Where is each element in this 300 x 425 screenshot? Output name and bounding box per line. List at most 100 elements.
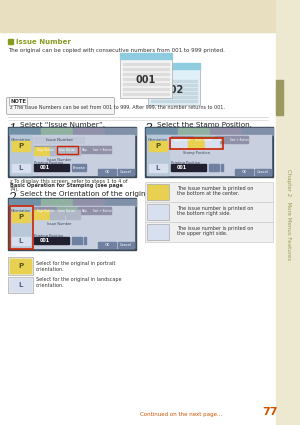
Text: Printing Position: Printing Position [34,234,63,238]
Text: Skip: Skip [82,209,88,212]
Text: Select the Orientation of the original.: Select the Orientation of the original. [20,191,154,197]
Text: 001: 001 [136,75,156,85]
Bar [34,164,69,171]
Text: The issue number is printed on
the bottom right side.: The issue number is printed on the botto… [177,206,254,216]
Text: P: P [155,143,160,149]
Bar [98,169,116,175]
Text: L: L [18,282,23,288]
Bar [10,206,32,248]
Text: Orientation: Orientation [148,138,168,142]
Text: Issue Button: Issue Button [58,209,76,212]
Bar [10,279,31,291]
Bar [123,63,169,65]
Bar [93,207,111,214]
Bar [66,210,80,219]
Text: Page Button: Page Button [37,209,53,212]
Bar [147,135,169,175]
Bar [72,164,86,171]
Bar [215,136,229,143]
Bar [235,169,253,175]
Text: Browse: Browse [73,165,85,170]
Text: Sort + Button: Sort + Button [230,138,248,142]
Bar [147,135,271,175]
Text: The original can be copied with consecutive numbers from 001 to 999 printed.: The original can be copied with consecut… [8,48,225,53]
Bar [8,257,33,275]
Bar [194,136,214,143]
Text: 001: 001 [177,165,187,170]
Bar [8,198,136,250]
Bar [276,0,300,425]
Bar [12,237,30,245]
Bar [123,88,169,90]
Bar [0,0,300,32]
Bar [147,204,169,220]
Bar [40,198,71,206]
Bar [171,139,189,148]
Bar [123,73,169,75]
Bar [149,141,167,151]
Text: Printing Position: Printing Position [171,161,200,165]
Bar [57,146,77,153]
Bar [12,164,30,172]
Bar [34,220,84,226]
Text: Cancel: Cancel [120,243,132,247]
Bar [148,63,200,69]
Bar [171,136,193,143]
Text: 2: 2 [8,192,16,205]
Bar [146,128,176,134]
Bar [8,39,13,44]
Bar [205,139,219,148]
Text: z To display this screen, refer to steps 1 to 4 of: z To display this screen, refer to steps… [10,179,128,184]
FancyBboxPatch shape [10,97,28,105]
Text: 001: 001 [40,238,50,243]
Text: Chapter 2   More Menus Features: Chapter 2 More Menus Features [286,170,290,261]
Text: 1: 1 [8,123,16,136]
Bar [149,164,167,172]
Text: Select for the original in landscape
orientation.: Select for the original in landscape ori… [36,277,122,288]
Text: Cancel: Cancel [257,170,269,174]
Bar [57,207,77,214]
Bar [151,84,197,86]
Text: 77: 77 [262,407,278,417]
Bar [84,237,86,244]
Text: L: L [156,165,160,171]
Text: Issue Number: Issue Number [47,158,71,162]
Text: OK: OK [242,170,247,174]
Bar [12,212,30,222]
Text: Stamp Position: Stamp Position [183,151,209,155]
Bar [66,147,80,155]
Text: 3: 3 [145,123,153,136]
Text: NOTE: NOTE [11,99,26,104]
Bar [188,139,204,148]
Bar [276,80,283,115]
Bar [8,198,40,206]
Text: Sort + Button: Sort + Button [93,147,111,151]
Text: P: P [18,214,24,220]
Bar [72,237,82,244]
Text: Issue Number: Issue Number [47,222,71,226]
Text: L: L [19,238,23,244]
Bar [178,128,208,134]
Bar [104,198,136,206]
Bar [242,128,272,134]
Bar [147,224,169,240]
Bar [34,237,69,244]
Bar [123,83,169,85]
Bar [10,259,31,273]
Bar [221,164,223,171]
Bar [151,100,197,102]
Bar [8,127,136,177]
Text: Basic Operation for Stamping (see page: Basic Operation for Stamping (see page [10,183,123,188]
Bar [123,93,169,95]
Text: The issue number is printed on
the upper right side.: The issue number is printed on the upper… [177,226,254,236]
Bar [78,207,92,214]
Bar [34,207,56,214]
Text: Select “Issue Number”.: Select “Issue Number”. [20,122,105,128]
Bar [145,202,273,222]
Text: Cancel: Cancel [120,170,132,174]
Bar [34,137,84,143]
Bar [145,222,273,242]
Text: Skip: Skip [219,138,225,142]
Bar [34,157,84,163]
Bar [73,128,103,134]
